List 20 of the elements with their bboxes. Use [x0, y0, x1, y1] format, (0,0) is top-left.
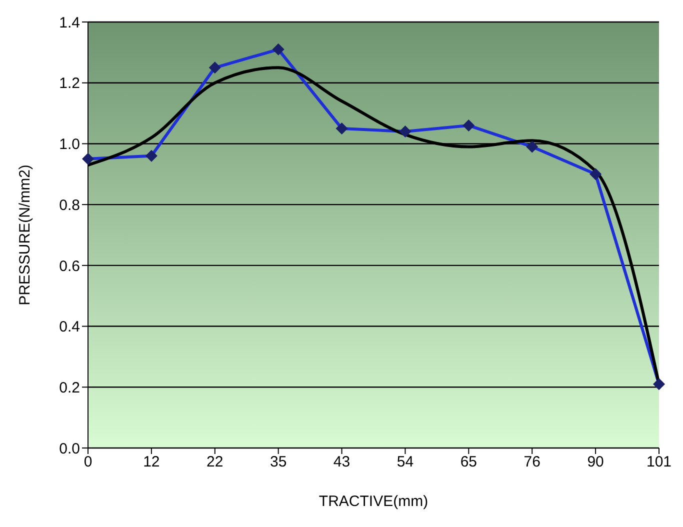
- x-tick-label: 90: [587, 454, 604, 471]
- x-tick-label: 65: [460, 454, 478, 471]
- y-tick-label: 0.4: [59, 318, 80, 336]
- x-tick-label: 35: [270, 454, 287, 471]
- y-tick-label: 0.6: [59, 258, 80, 275]
- x-tick-label: 0: [84, 454, 92, 471]
- x-tick-label: 76: [524, 454, 540, 471]
- y-tick-label: 1.4: [59, 14, 80, 32]
- y-axis-title: PRESSURE(N/mm2): [16, 164, 34, 306]
- x-axis-title: TRACTIVE(mm): [318, 493, 428, 510]
- x-tick-label: 43: [333, 454, 350, 471]
- x-tick-label: 22: [206, 454, 224, 471]
- y-tick-label: 0.0: [59, 440, 80, 458]
- y-tick-label: 0.2: [59, 379, 80, 396]
- y-tick-label: 0.8: [59, 196, 80, 214]
- x-tick-label: 101: [646, 454, 672, 471]
- y-tick-label: 1.2: [59, 75, 80, 92]
- x-tick-label: 12: [143, 454, 160, 471]
- x-tick-label: 54: [396, 454, 414, 471]
- y-tick-label: 1.0: [59, 136, 80, 154]
